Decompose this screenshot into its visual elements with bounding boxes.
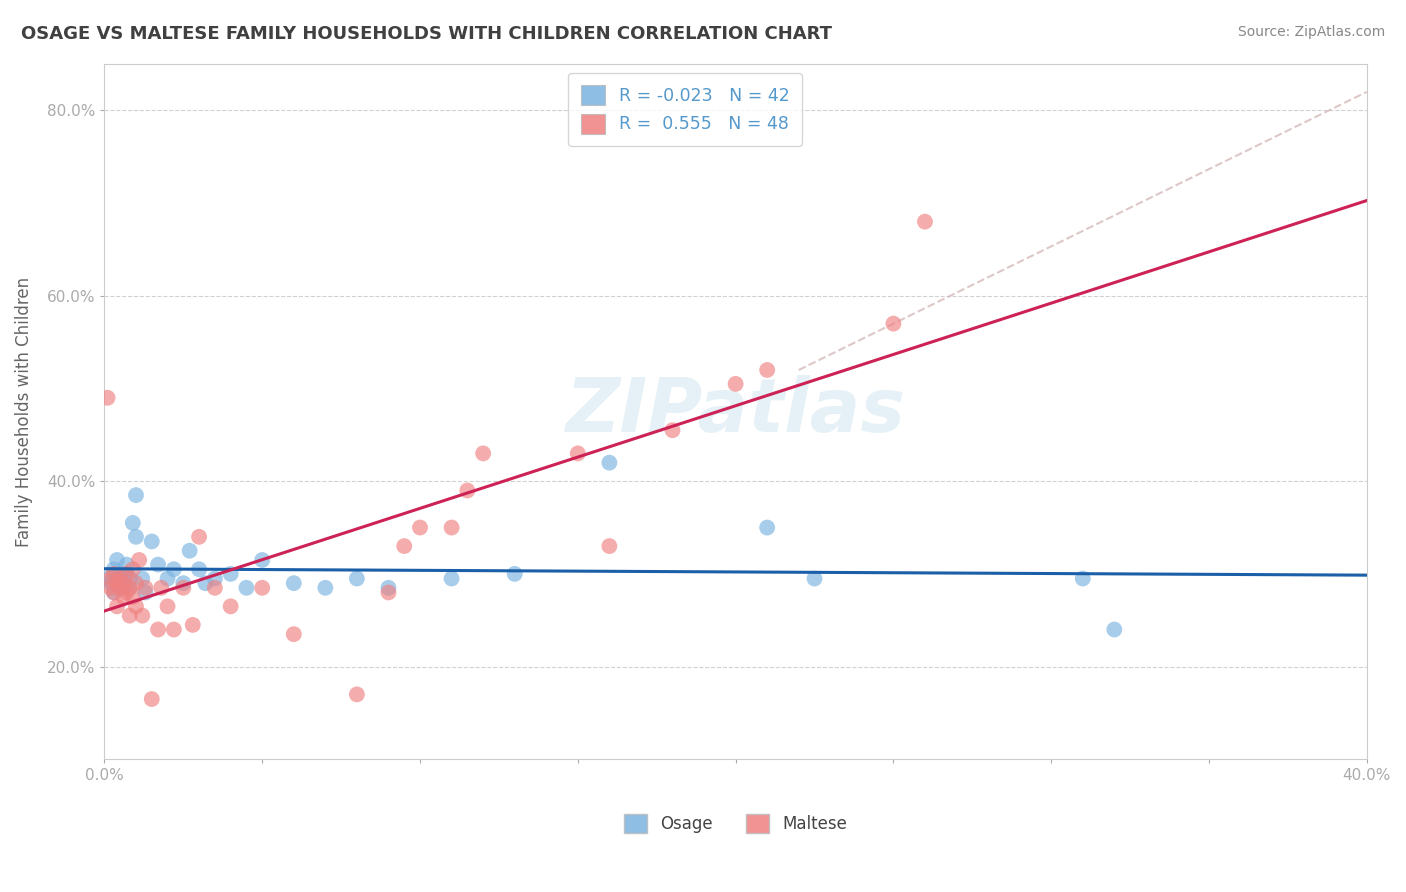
Point bbox=[108, 581, 131, 595]
Point bbox=[314, 581, 336, 595]
Point bbox=[346, 687, 368, 701]
Point bbox=[105, 599, 128, 614]
Point bbox=[97, 572, 120, 586]
Point bbox=[105, 576, 128, 591]
Point bbox=[115, 585, 138, 599]
Point bbox=[115, 558, 138, 572]
Text: ZIPatlas: ZIPatlas bbox=[565, 376, 905, 448]
Point bbox=[204, 581, 226, 595]
Point bbox=[118, 608, 141, 623]
Point bbox=[112, 581, 135, 595]
Point bbox=[882, 317, 904, 331]
Point bbox=[125, 576, 148, 591]
Point bbox=[250, 553, 273, 567]
Point bbox=[125, 599, 148, 614]
Point bbox=[194, 576, 217, 591]
Point bbox=[125, 488, 148, 502]
Point bbox=[472, 446, 495, 460]
Point bbox=[235, 581, 257, 595]
Point bbox=[103, 566, 125, 581]
Point bbox=[103, 585, 125, 599]
Point bbox=[598, 456, 620, 470]
Point bbox=[283, 627, 305, 641]
Point bbox=[112, 576, 135, 591]
Point bbox=[118, 581, 141, 595]
Point bbox=[181, 618, 204, 632]
Point bbox=[503, 566, 526, 581]
Point bbox=[112, 572, 135, 586]
Point bbox=[440, 520, 463, 534]
Point bbox=[125, 530, 148, 544]
Point bbox=[163, 623, 186, 637]
Point bbox=[377, 581, 399, 595]
Point bbox=[756, 363, 779, 377]
Point bbox=[103, 585, 125, 599]
Point bbox=[100, 576, 122, 591]
Point bbox=[456, 483, 478, 498]
Point bbox=[409, 520, 432, 534]
Point bbox=[440, 572, 463, 586]
Point bbox=[661, 423, 683, 437]
Point bbox=[163, 562, 186, 576]
Legend: Osage, Maltese: Osage, Maltese bbox=[616, 805, 856, 842]
Point bbox=[914, 214, 936, 228]
Point bbox=[219, 599, 242, 614]
Point bbox=[156, 572, 179, 586]
Point bbox=[188, 530, 211, 544]
Point bbox=[118, 581, 141, 595]
Point bbox=[97, 391, 120, 405]
Point bbox=[150, 581, 173, 595]
Point bbox=[219, 566, 242, 581]
Point bbox=[100, 572, 122, 586]
Point bbox=[134, 585, 156, 599]
Point bbox=[803, 572, 825, 586]
Text: OSAGE VS MALTESE FAMILY HOUSEHOLDS WITH CHILDREN CORRELATION CHART: OSAGE VS MALTESE FAMILY HOUSEHOLDS WITH … bbox=[21, 25, 832, 43]
Text: Source: ZipAtlas.com: Source: ZipAtlas.com bbox=[1237, 25, 1385, 39]
Point bbox=[115, 566, 138, 581]
Point bbox=[141, 692, 163, 706]
Point bbox=[394, 539, 416, 553]
Point bbox=[108, 566, 131, 581]
Point bbox=[156, 599, 179, 614]
Point bbox=[108, 576, 131, 591]
Point bbox=[108, 572, 131, 586]
Point bbox=[141, 534, 163, 549]
Point bbox=[121, 516, 143, 530]
Point bbox=[121, 590, 143, 604]
Point bbox=[121, 562, 143, 576]
Point bbox=[1104, 623, 1126, 637]
Point bbox=[105, 553, 128, 567]
Point bbox=[131, 572, 153, 586]
Y-axis label: Family Households with Children: Family Households with Children bbox=[15, 277, 32, 547]
Point bbox=[172, 581, 194, 595]
Point bbox=[115, 566, 138, 581]
Point bbox=[105, 572, 128, 586]
Point bbox=[567, 446, 589, 460]
Point bbox=[204, 572, 226, 586]
Point bbox=[756, 520, 779, 534]
Point bbox=[1071, 572, 1094, 586]
Point bbox=[250, 581, 273, 595]
Point bbox=[100, 581, 122, 595]
Point bbox=[112, 590, 135, 604]
Point bbox=[724, 376, 747, 391]
Point bbox=[188, 562, 211, 576]
Point bbox=[103, 562, 125, 576]
Point bbox=[128, 553, 150, 567]
Point bbox=[179, 543, 201, 558]
Point bbox=[146, 623, 169, 637]
Point bbox=[134, 581, 156, 595]
Point bbox=[118, 572, 141, 586]
Point bbox=[377, 585, 399, 599]
Point bbox=[283, 576, 305, 591]
Point bbox=[172, 576, 194, 591]
Point bbox=[146, 558, 169, 572]
Point bbox=[131, 608, 153, 623]
Point bbox=[346, 572, 368, 586]
Point bbox=[598, 539, 620, 553]
